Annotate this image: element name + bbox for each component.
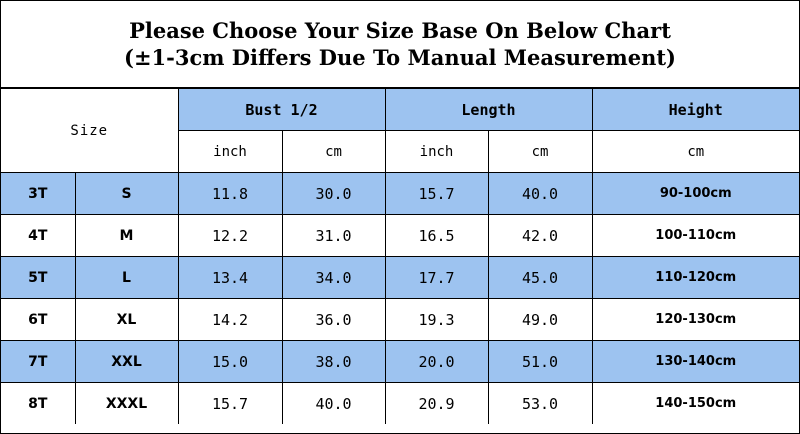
length-inch-cell: 19.3 [384,298,489,341]
height-cell: 90-100cm [591,172,799,215]
chart-title: Please Choose Your Size Base On Below Ch… [1,1,799,88]
size-cell: L [74,256,179,299]
height-cell: 140-150cm [591,382,799,424]
unit-length-cm: cm [487,130,593,173]
table-row: 5T L 13.4 34.0 17.7 45.0 110-120cm [1,256,799,299]
age-cell: 8T [1,382,76,424]
bust-inch-cell: 14.2 [177,298,283,341]
length-inch-cell: 15.7 [384,172,489,215]
size-cell: XXL [74,340,179,383]
size-table: Size Bust 1/2 Length Height inch cm inch… [1,88,799,424]
length-cm-cell: 40.0 [487,172,593,215]
size-cell: XXXL [74,382,179,424]
age-cell: 6T [1,298,76,341]
bust-inch-cell: 15.0 [177,340,283,383]
length-inch-cell: 17.7 [384,256,489,299]
bust-cm-cell: 38.0 [281,340,386,383]
height-cell: 100-110cm [591,214,799,257]
table-row: 3T S 11.8 30.0 15.7 40.0 90-100cm [1,172,799,215]
table-row: 8T XXXL 15.7 40.0 20.9 53.0 140-150cm [1,382,799,424]
height-cell: 120-130cm [591,298,799,341]
length-header: Length [384,88,593,131]
length-inch-cell: 20.0 [384,340,489,383]
unit-bust-cm: cm [281,130,386,173]
bust-cm-cell: 36.0 [281,298,386,341]
bust-cm-cell: 34.0 [281,256,386,299]
length-cm-cell: 53.0 [487,382,593,424]
bust-inch-cell: 13.4 [177,256,283,299]
size-header: Size [1,88,179,173]
length-cm-cell: 42.0 [487,214,593,257]
age-cell: 4T [1,214,76,257]
title-line-1: Please Choose Your Size Base On Below Ch… [129,18,671,43]
height-header: Height [591,88,799,131]
bust-header: Bust 1/2 [177,88,386,131]
age-cell: 5T [1,256,76,299]
table-row: 6T XL 14.2 36.0 19.3 49.0 120-130cm [1,298,799,341]
header-row-1: Size Bust 1/2 Length Height [1,88,799,173]
bust-inch-cell: 12.2 [177,214,283,257]
table-row: 4T M 12.2 31.0 16.5 42.0 100-110cm [1,214,799,257]
unit-bust-inch: inch [178,130,283,173]
bust-cm-cell: 30.0 [281,172,386,215]
length-cm-cell: 49.0 [487,298,593,341]
length-inch-cell: 20.9 [384,382,489,424]
unit-length-inch: inch [384,130,489,173]
size-cell: XL [74,298,179,341]
length-cm-cell: 45.0 [487,256,593,299]
size-cell: S [74,172,179,215]
length-cm-cell: 51.0 [487,340,593,383]
bust-inch-cell: 15.7 [177,382,283,424]
unit-height-cm: cm [591,130,799,173]
age-cell: 7T [1,340,76,383]
height-cell: 130-140cm [591,340,799,383]
bust-cm-cell: 40.0 [281,382,386,424]
table-row: 7T XXL 15.0 38.0 20.0 51.0 130-140cm [1,340,799,383]
title-line-2: (±1-3cm Differs Due To Manual Measuremen… [124,45,676,70]
bust-inch-cell: 11.8 [177,172,283,215]
height-cell: 110-120cm [591,256,799,299]
age-cell: 3T [1,172,76,215]
size-cell: M [74,214,179,257]
length-inch-cell: 16.5 [384,214,489,257]
bust-cm-cell: 31.0 [281,214,386,257]
